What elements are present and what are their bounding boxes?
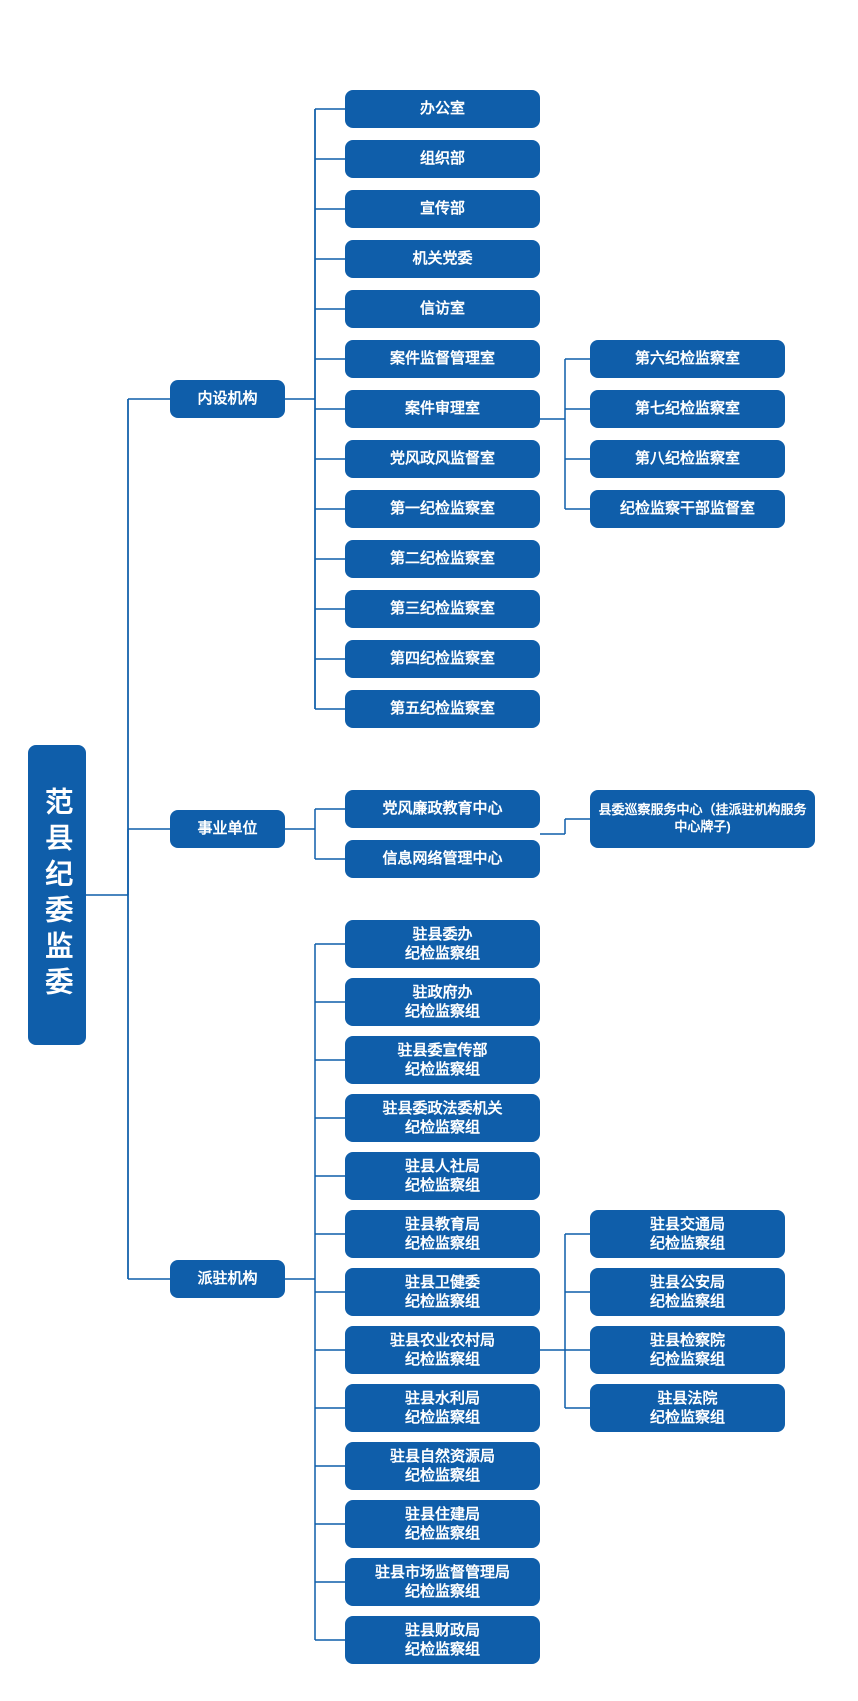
branch-internal: 内设机构 bbox=[170, 380, 285, 418]
stationed-item-8: 驻县水利局纪检监察组 bbox=[345, 1384, 540, 1432]
public-item-0: 党风廉政教育中心 bbox=[345, 790, 540, 828]
stationed-item-10: 驻县住建局纪检监察组 bbox=[345, 1500, 540, 1548]
internal-item-5: 案件监督管理室 bbox=[345, 340, 540, 378]
stationed-right-0: 驻县交通局纪检监察组 bbox=[590, 1210, 785, 1258]
stationed-item-11: 驻县市场监督管理局纪检监察组 bbox=[345, 1558, 540, 1606]
internal-item-2: 宣传部 bbox=[345, 190, 540, 228]
stationed-item-2: 驻县委宣传部纪检监察组 bbox=[345, 1036, 540, 1084]
internal-item-11: 第四纪检监察室 bbox=[345, 640, 540, 678]
internal-right-0: 第六纪检监察室 bbox=[590, 340, 785, 378]
internal-item-10: 第三纪检监察室 bbox=[345, 590, 540, 628]
internal-item-4: 信访室 bbox=[345, 290, 540, 328]
stationed-right-1: 驻县公安局纪检监察组 bbox=[590, 1268, 785, 1316]
internal-item-8: 第一纪检监察室 bbox=[345, 490, 540, 528]
stationed-item-1: 驻政府办纪检监察组 bbox=[345, 978, 540, 1026]
branch-stationed: 派驻机构 bbox=[170, 1260, 285, 1298]
stationed-item-0: 驻县委办纪检监察组 bbox=[345, 920, 540, 968]
stationed-item-12: 驻县财政局纪检监察组 bbox=[345, 1616, 540, 1664]
internal-item-1: 组织部 bbox=[345, 140, 540, 178]
public-right: 县委巡察服务中心（挂派驻机构服务中心牌子) bbox=[590, 790, 815, 848]
stationed-item-7: 驻县农业农村局纪检监察组 bbox=[345, 1326, 540, 1374]
stationed-right-2: 驻县检察院纪检监察组 bbox=[590, 1326, 785, 1374]
stationed-item-4: 驻县人社局纪检监察组 bbox=[345, 1152, 540, 1200]
internal-item-0: 办公室 bbox=[345, 90, 540, 128]
internal-item-7: 党风政风监督室 bbox=[345, 440, 540, 478]
internal-item-12: 第五纪检监察室 bbox=[345, 690, 540, 728]
stationed-item-5: 驻县教育局纪检监察组 bbox=[345, 1210, 540, 1258]
internal-right-1: 第七纪检监察室 bbox=[590, 390, 785, 428]
stationed-item-9: 驻县自然资源局纪检监察组 bbox=[345, 1442, 540, 1490]
stationed-item-6: 驻县卫健委纪检监察组 bbox=[345, 1268, 540, 1316]
internal-right-2: 第八纪检监察室 bbox=[590, 440, 785, 478]
stationed-right-3: 驻县法院纪检监察组 bbox=[590, 1384, 785, 1432]
internal-item-9: 第二纪检监察室 bbox=[345, 540, 540, 578]
internal-item-3: 机关党委 bbox=[345, 240, 540, 278]
root-node: 范县纪委监委 bbox=[28, 745, 86, 1045]
stationed-item-3: 驻县委政法委机关纪检监察组 bbox=[345, 1094, 540, 1142]
internal-item-6: 案件审理室 bbox=[345, 390, 540, 428]
internal-right-3: 纪检监察干部监督室 bbox=[590, 490, 785, 528]
public-item-1: 信息网络管理中心 bbox=[345, 840, 540, 878]
branch-public: 事业单位 bbox=[170, 810, 285, 848]
